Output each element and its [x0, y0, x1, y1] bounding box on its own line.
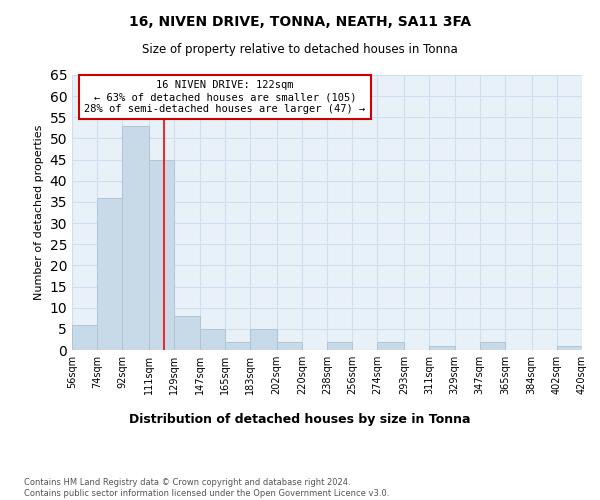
Bar	[327, 342, 352, 350]
Bar	[250, 329, 277, 350]
Text: Contains HM Land Registry data © Crown copyright and database right 2024.
Contai: Contains HM Land Registry data © Crown c…	[24, 478, 389, 498]
Text: 16 NIVEN DRIVE: 122sqm
← 63% of detached houses are smaller (105)
28% of semi-de: 16 NIVEN DRIVE: 122sqm ← 63% of detached…	[85, 80, 365, 114]
Bar	[149, 160, 174, 350]
Bar	[97, 198, 122, 350]
Bar	[277, 342, 302, 350]
Text: 16, NIVEN DRIVE, TONNA, NEATH, SA11 3FA: 16, NIVEN DRIVE, TONNA, NEATH, SA11 3FA	[129, 15, 471, 29]
Bar	[199, 329, 225, 350]
Bar	[429, 346, 455, 350]
Bar	[225, 342, 250, 350]
Text: Distribution of detached houses by size in Tonna: Distribution of detached houses by size …	[129, 412, 471, 426]
Y-axis label: Number of detached properties: Number of detached properties	[34, 125, 44, 300]
Bar	[377, 342, 404, 350]
Bar	[174, 316, 200, 350]
Bar	[72, 324, 97, 350]
Bar	[557, 346, 582, 350]
Bar	[480, 342, 505, 350]
Text: Size of property relative to detached houses in Tonna: Size of property relative to detached ho…	[142, 42, 458, 56]
Bar	[122, 126, 149, 350]
